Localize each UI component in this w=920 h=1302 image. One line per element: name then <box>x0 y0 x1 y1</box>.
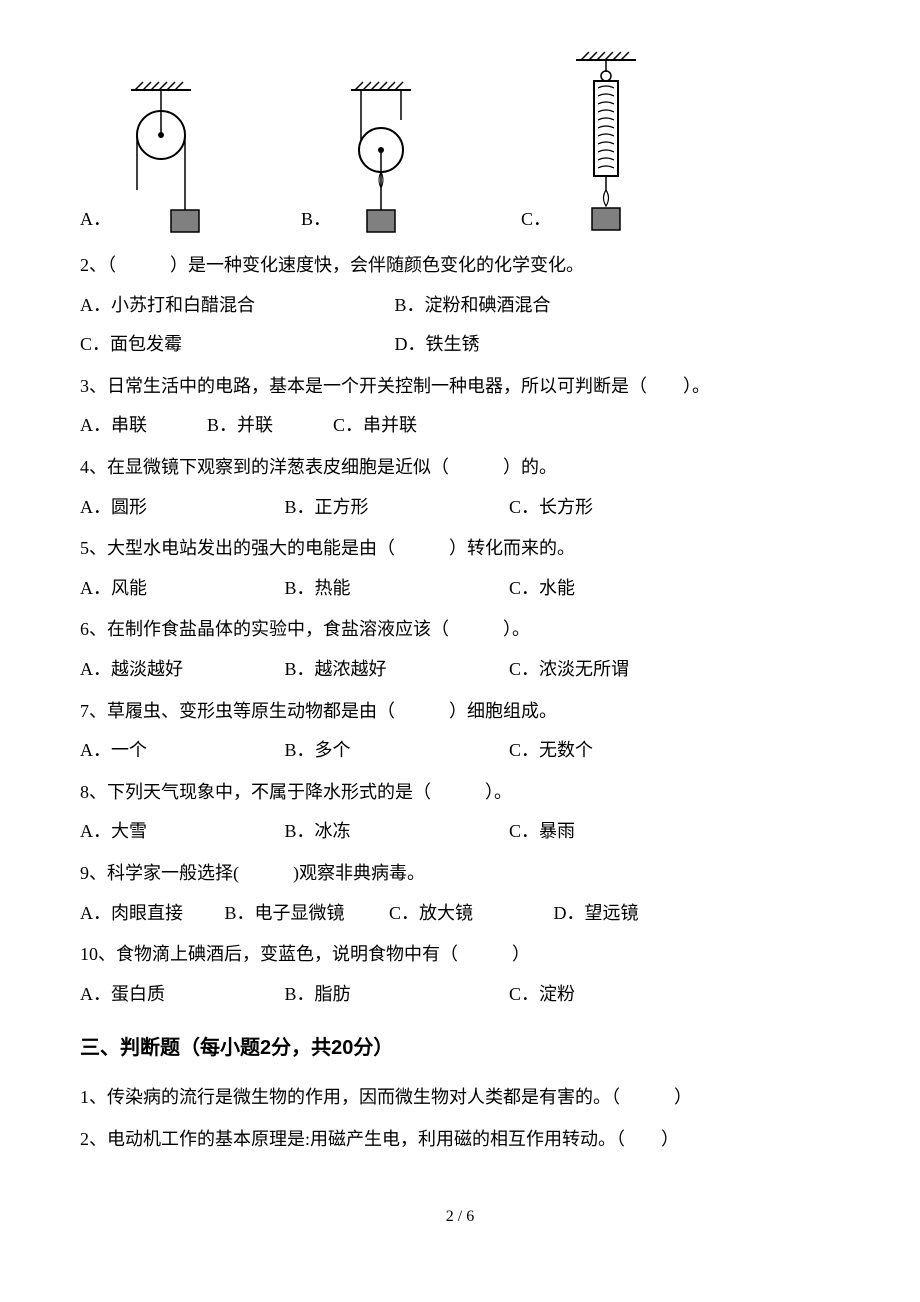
q1-choices-row: A． B． <box>80 50 840 240</box>
q10-choices: A．蛋白质 B．脂肪 C．淀粉 <box>80 975 840 1015</box>
q4-stem: 4、在显微镜下观察到的洋葱表皮细胞是近似（ ）的。 <box>80 448 840 488</box>
q2-a: A．小苏打和白醋混合 <box>80 286 390 326</box>
q7-b: B．多个 <box>285 731 505 771</box>
q7: 7、草履虫、变形虫等原生动物都是由（ ）细胞组成。 A．一个 B．多个 C．无数… <box>80 692 840 771</box>
j1: 1、传染病的流行是微生物的作用，因而微生物对人类都是有害的。（ ） <box>80 1078 840 1118</box>
q2-choices: A．小苏打和白醋混合 B．淀粉和碘酒混合 <box>80 286 840 326</box>
q3-stem: 3、日常生活中的电路，基本是一个开关控制一种电器，所以可判断是（ ）。 <box>80 367 840 407</box>
page-number: 2 / 6 <box>80 1199 840 1234</box>
q4-choices: A．圆形 B．正方形 C．长方形 <box>80 488 840 528</box>
q7-stem: 7、草履虫、变形虫等原生动物都是由（ ）细胞组成。 <box>80 692 840 732</box>
q3: 3、日常生活中的电路，基本是一个开关控制一种电器，所以可判断是（ ）。 A．串联… <box>80 367 840 446</box>
q9-b: B．电子显微镜 <box>225 894 385 934</box>
q6-c: C．浓淡无所谓 <box>509 659 629 679</box>
q6-a: A．越淡越好 <box>80 650 280 690</box>
q8-b: B．冰冻 <box>285 812 505 852</box>
q7-choices: A．一个 B．多个 C．无数个 <box>80 731 840 771</box>
q9-choices: A．肉眼直接 B．电子显微镜 C．放大镜 D．望远镜 <box>80 894 840 934</box>
q2-b: B．淀粉和碘酒混合 <box>395 295 551 315</box>
q6-choices: A．越淡越好 B．越浓越好 C．浓淡无所谓 <box>80 650 840 690</box>
q5-choices: A．风能 B．热能 C．水能 <box>80 569 840 609</box>
q2-c: C．面包发霉 <box>80 325 390 365</box>
q9: 9、科学家一般选择( )观察非典病毒。 A．肉眼直接 B．电子显微镜 C．放大镜… <box>80 854 840 933</box>
q8: 8、下列天气现象中，不属于降水形式的是（ ）。 A．大雪 B．冰冻 C．暴雨 <box>80 773 840 852</box>
q9-c: C．放大镜 <box>389 894 549 934</box>
q1-choice-b: B． <box>301 80 421 240</box>
q9-a: A．肉眼直接 <box>80 894 220 934</box>
q1-label-b: B． <box>301 200 331 240</box>
q2-d: D．铁生锈 <box>395 334 480 354</box>
q9-stem: 9、科学家一般选择( )观察非典病毒。 <box>80 854 840 894</box>
q10-c: C．淀粉 <box>509 984 575 1004</box>
q3-b: B．并联 <box>207 406 273 446</box>
j2: 2、电动机工作的基本原理是:用磁产生电，利用磁的相互作用转动。（ ） <box>80 1120 840 1160</box>
q2-choices2: C．面包发霉 D．铁生锈 <box>80 325 840 365</box>
q1-choice-c: C． <box>521 50 651 240</box>
q5: 5、大型水电站发出的强大的电能是由（ ）转化而来的。 A．风能 B．热能 C．水… <box>80 529 840 608</box>
pulley-diagram-c <box>561 50 651 240</box>
q9-d: D．望远镜 <box>554 903 639 923</box>
q10-b: B．脂肪 <box>285 975 505 1015</box>
q4-a: A．圆形 <box>80 488 280 528</box>
q4: 4、在显微镜下观察到的洋葱表皮细胞是近似（ ）的。 A．圆形 B．正方形 C．长… <box>80 448 840 527</box>
q10-a: A．蛋白质 <box>80 975 280 1015</box>
q3-a: A．串联 <box>80 406 147 446</box>
q5-c: C．水能 <box>509 578 575 598</box>
q10: 10、食物滴上碘酒后，变蓝色，说明食物中有（ ） A．蛋白质 B．脂肪 C．淀粉 <box>80 935 840 1014</box>
q6: 6、在制作食盐晶体的实验中，食盐溶液应该（ ）。 A．越淡越好 B．越浓越好 C… <box>80 610 840 689</box>
q6-b: B．越浓越好 <box>285 650 505 690</box>
q7-c: C．无数个 <box>509 740 593 760</box>
q4-c: C．长方形 <box>509 497 593 517</box>
q5-b: B．热能 <box>285 569 505 609</box>
q6-stem: 6、在制作食盐晶体的实验中，食盐溶液应该（ ）。 <box>80 610 840 650</box>
q3-c: C．串并联 <box>333 406 417 446</box>
pulley-diagram-a <box>121 80 201 240</box>
q1-label-c: C． <box>521 200 551 240</box>
section3-title: 三、判断题（每小题2分，共20分） <box>80 1026 840 1070</box>
q2: 2、（ ）是一种变化速度快，会伴随颜色变化的化学变化。 A．小苏打和白醋混合 B… <box>80 246 840 365</box>
q5-stem: 5、大型水电站发出的强大的电能是由（ ）转化而来的。 <box>80 529 840 569</box>
q8-stem: 8、下列天气现象中，不属于降水形式的是（ ）。 <box>80 773 840 813</box>
q2-stem: 2、（ ）是一种变化速度快，会伴随颜色变化的化学变化。 <box>80 246 840 286</box>
q10-stem: 10、食物滴上碘酒后，变蓝色，说明食物中有（ ） <box>80 935 840 975</box>
q3-choices: A．串联 B．并联 C．串并联 <box>80 406 840 446</box>
q7-a: A．一个 <box>80 731 280 771</box>
q5-a: A．风能 <box>80 569 280 609</box>
q8-choices: A．大雪 B．冰冻 C．暴雨 <box>80 812 840 852</box>
q4-b: B．正方形 <box>285 488 505 528</box>
q1-label-a: A． <box>80 200 111 240</box>
q8-c: C．暴雨 <box>509 821 575 841</box>
q1-choice-a: A． <box>80 80 201 240</box>
q8-a: A．大雪 <box>80 812 280 852</box>
pulley-diagram-b <box>341 80 421 240</box>
